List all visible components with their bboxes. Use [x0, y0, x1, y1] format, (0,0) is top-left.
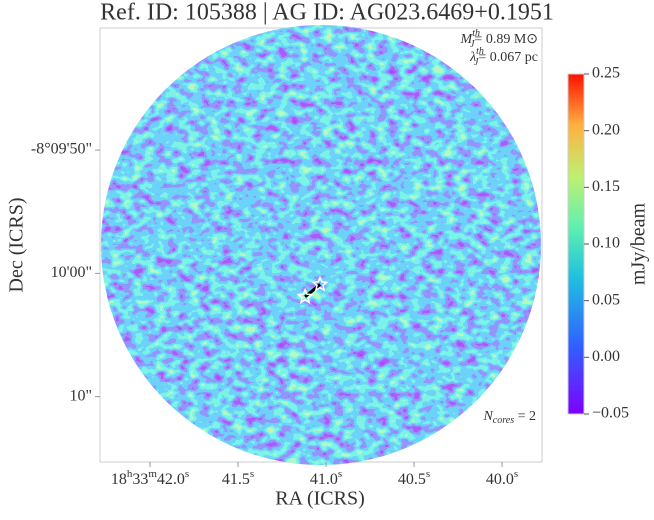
core — [311, 275, 329, 292]
annotation: Mth J= 0.89 M⊙ — [460, 28, 538, 50]
y-axis-label: Dec (ICRS) — [6, 198, 28, 293]
colorbar-tick-label: −0.05 — [592, 405, 629, 422]
x-tick-label: 41.5s — [222, 468, 254, 488]
annotation: λth J= 0.067 pc — [469, 46, 538, 68]
x-tick-label: 40.0s — [486, 468, 518, 488]
colorbar-tick-label: 0.05 — [592, 291, 620, 308]
x-tick-label: 40.5s — [398, 468, 430, 488]
annotation-sub: J — [470, 39, 475, 50]
annotation: Ncores = 2 — [482, 409, 536, 426]
annotation-sub: cores — [493, 415, 514, 426]
annotation-sup: th — [476, 46, 484, 57]
annotation-symbol: M — [460, 32, 474, 47]
y-tick-label: 10" — [69, 387, 92, 404]
annotation-sub: J — [474, 57, 479, 68]
title: Ref. ID: 105388 | AG ID: AG023.6469+0.19… — [100, 0, 554, 26]
annotation-text: = 0.89 M⊙ — [474, 32, 538, 47]
x-tick-label: 41.0s — [310, 468, 342, 488]
core — [296, 287, 314, 304]
x-axis-label: RA (ICRS) — [275, 488, 364, 510]
colorbar-label: mJy/beam — [628, 202, 650, 285]
annotation-symbol: N — [482, 409, 493, 424]
colorbar-tick-label: 0.20 — [592, 121, 620, 138]
y-tick-label: 10'00" — [51, 264, 92, 281]
annotation-sup: th — [472, 28, 480, 39]
colorbar-tick-label: 0.00 — [592, 348, 620, 365]
y-tick-label: -8°09'50" — [31, 141, 92, 158]
emission-map — [101, 25, 541, 465]
annotation-text: = 2 — [514, 409, 536, 424]
annotation-text: = 0.067 pc — [478, 50, 538, 65]
colorbar-tick-label: 0.10 — [592, 235, 620, 252]
x-tick-label: 18h33m42.0s — [111, 468, 189, 488]
colorbar-tick-label: 0.15 — [592, 178, 620, 195]
colorbar — [567, 73, 585, 415]
colorbar-tick-label: 0.25 — [592, 65, 620, 82]
map — [101, 25, 541, 465]
annotation-symbol: λ — [469, 50, 476, 65]
